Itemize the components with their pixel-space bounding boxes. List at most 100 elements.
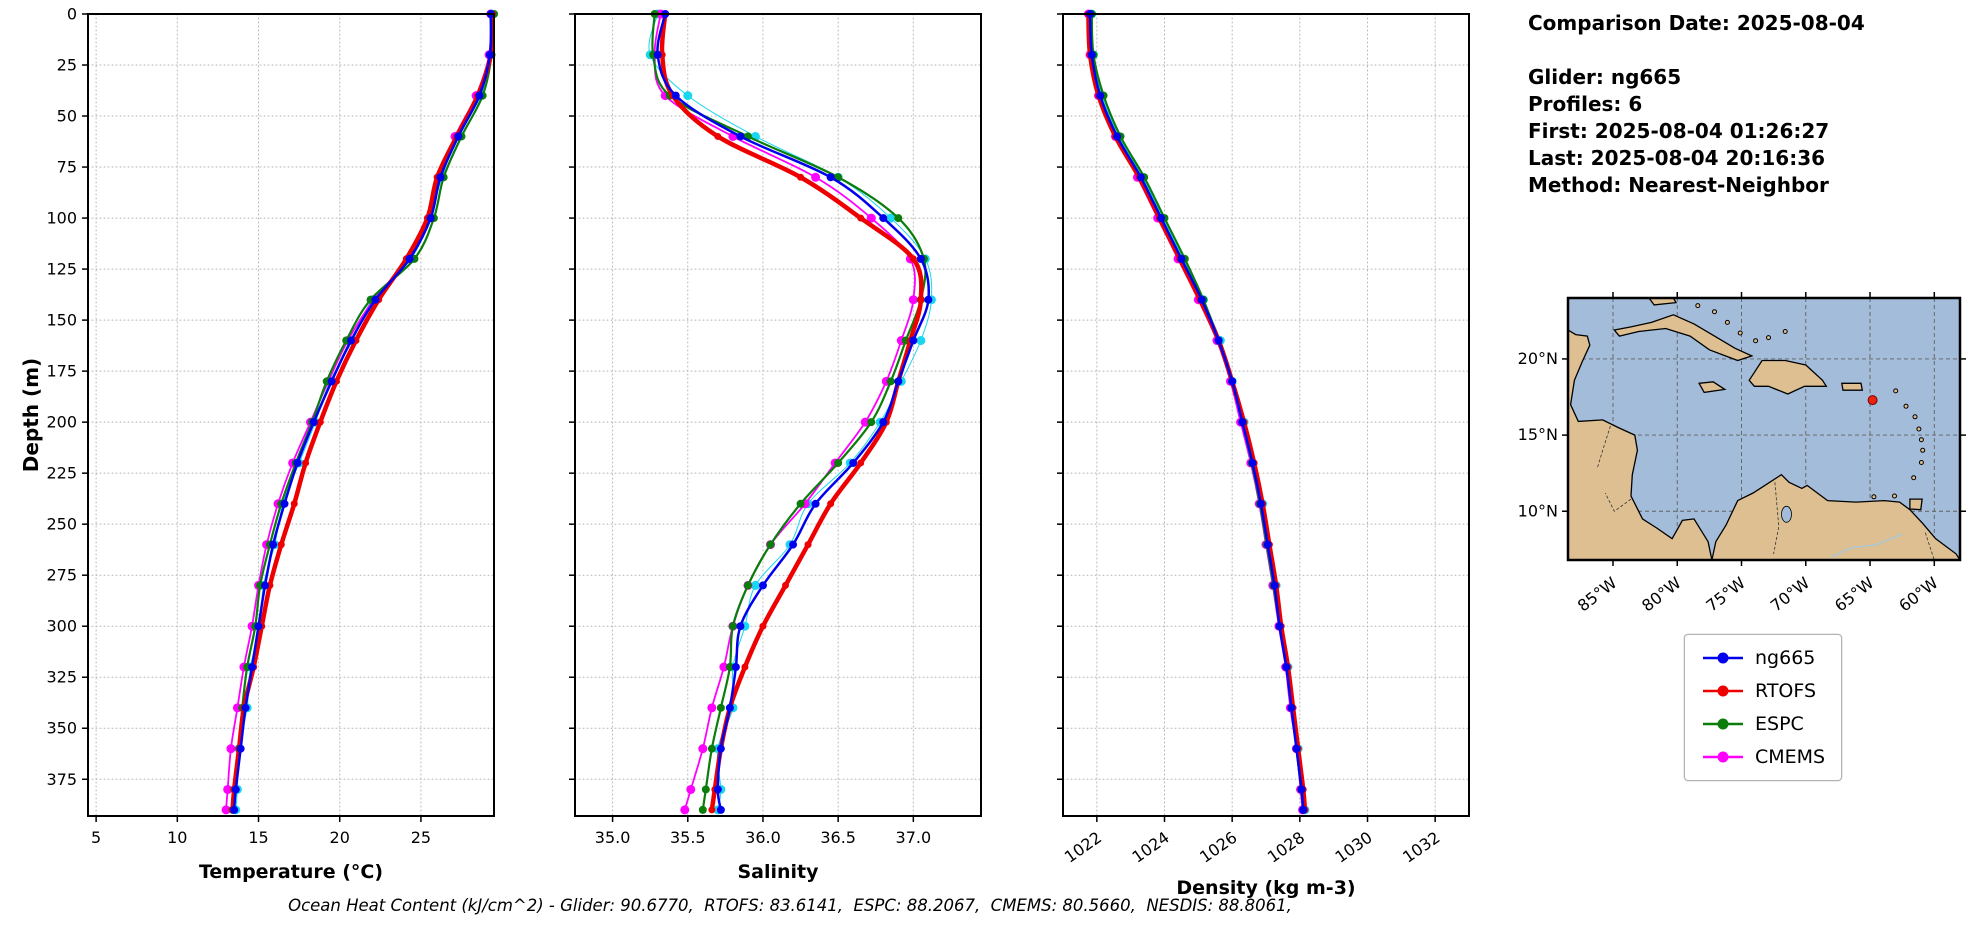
- country-borders: [1597, 425, 1935, 561]
- map-lat-label: 15°N: [1518, 425, 1558, 444]
- grid: [87, 13, 495, 817]
- legend-label: ng665: [1755, 647, 1816, 669]
- map-lon-label: 65°W: [1831, 573, 1878, 615]
- x-tick-label: 1024: [1129, 828, 1173, 867]
- jamaica: [1698, 381, 1727, 394]
- legend-item-cmems: CMEMS: [1701, 746, 1825, 768]
- depth-tick-label: 25: [57, 56, 77, 75]
- series-RTOFS: [229, 10, 496, 814]
- x-tick-label: 1030: [1332, 828, 1376, 867]
- map-lon-label: 70°W: [1767, 573, 1814, 615]
- depth-axis-label: Depth (m): [19, 357, 43, 473]
- trinidad: [1909, 498, 1923, 511]
- south-america: [1711, 473, 1962, 561]
- x-axis-label: Temperature (°C): [199, 861, 383, 883]
- map-lon-label: 80°W: [1638, 573, 1685, 615]
- profile-plots: 5 10 15 20 250255075100125150175200225250275…: [46, 5, 1470, 899]
- location-map: 20°N 15°N 10°N 85°W 80°W 75°W 70°W 65°W 60°W: [1518, 292, 1966, 615]
- series-ng665: [230, 10, 495, 814]
- x-tick-label: 1028: [1264, 828, 1308, 867]
- depth-tick-label: 375: [46, 770, 77, 789]
- axis-ticks: 35.0 35.5 36.0 36.5 37.0: [569, 13, 932, 847]
- depth-tick-label: 200: [46, 413, 77, 432]
- legend-label: RTOFS: [1755, 680, 1817, 702]
- info-panel: Comparison Date: 2025-08-04 Glider: ng66…: [1528, 10, 1865, 199]
- temperature-plot: 5 10 15 20 250255075100125150175200225250275…: [46, 5, 498, 883]
- legend-item-espc: ESPC: [1701, 713, 1825, 735]
- axis-ticks: 5 10 15 20 250255075100125150175200225250275…: [46, 5, 431, 848]
- x-axis-label: Density (kg m-3): [1176, 877, 1355, 899]
- info-line: Method: Nearest-Neighbor: [1528, 173, 1829, 197]
- x-tick-label: 37.0: [896, 828, 932, 847]
- legend-item-rtofs: RTOFS: [1701, 680, 1825, 702]
- series-ng665: [1086, 10, 1308, 814]
- x-tick-label: 36.5: [820, 828, 856, 847]
- plot-frame: [574, 13, 982, 817]
- legend-marker-icon: [1703, 751, 1743, 763]
- small-islands: [1695, 303, 1926, 500]
- depth-tick-label: 75: [57, 158, 77, 177]
- depth-tick-label: 50: [57, 107, 77, 126]
- info-line: Profiles: 6: [1528, 92, 1643, 116]
- cuba: [1613, 314, 1754, 362]
- depth-tick-label: 350: [46, 719, 77, 738]
- series-glider-raw: [231, 9, 497, 815]
- legend-marker-icon: [1703, 718, 1743, 730]
- depth-tick-label: 125: [46, 260, 77, 279]
- depth-tick-label: 275: [46, 566, 77, 585]
- series-RTOFS: [658, 10, 925, 814]
- depth-tick-label: 150: [46, 311, 77, 330]
- depth-tick-label: 0: [67, 5, 77, 24]
- map: 20°N 15°N 10°N 85°W 80°W 75°W 70°W 65°W 60°W: [1518, 292, 1966, 615]
- mainland-central-america: [1567, 328, 1713, 561]
- salinity-plot: 35.0 35.5 36.0 36.5 37.0 Salinity: [569, 9, 982, 883]
- x-tick-label: 35.0: [595, 828, 631, 847]
- grid: [1062, 13, 1470, 817]
- depth-tick-label: 300: [46, 617, 77, 636]
- lake-maracaibo: [1781, 505, 1792, 523]
- depth-tick-label: 250: [46, 515, 77, 534]
- hispaniola: [1748, 359, 1828, 395]
- legend-item-ng665: ng665: [1701, 647, 1825, 669]
- map-lon-label: 75°W: [1702, 573, 1749, 615]
- x-tick-label: 1022: [1061, 828, 1105, 867]
- map-lat-label: 20°N: [1518, 349, 1558, 368]
- x-tick-label: 35.5: [670, 828, 706, 847]
- ohc-footer: Ocean Heat Content (kJ/cm^2) - Glider: 9…: [288, 896, 1292, 915]
- x-tick-label: 15: [248, 828, 268, 847]
- info-line: First: 2025-08-04 01:26:27: [1528, 119, 1830, 143]
- grid: [574, 13, 982, 817]
- info-line: Glider: ng665: [1528, 65, 1682, 89]
- glider-location-marker: [1867, 395, 1878, 406]
- landmasses: [1567, 297, 1962, 561]
- info-line: Last: 2025-08-04 20:16:36: [1528, 146, 1826, 170]
- x-tick-label: 20: [330, 828, 350, 847]
- plot-frame: [87, 13, 495, 817]
- legend-label: CMEMS: [1755, 746, 1826, 768]
- legend-marker-icon: [1703, 652, 1743, 664]
- x-tick-label: 1026: [1196, 828, 1240, 867]
- x-tick-label: 25: [411, 828, 431, 847]
- series-CMEMS: [221, 9, 496, 815]
- x-tick-label: 1032: [1399, 828, 1443, 867]
- legend-marker-icon: [1703, 685, 1743, 697]
- x-axis-label: Salinity: [737, 861, 819, 883]
- depth-tick-label: 175: [46, 362, 77, 381]
- info-line: Comparison Date: 2025-08-04: [1528, 11, 1865, 35]
- map-frame: [1566, 296, 1962, 562]
- map-lon-label: 60°W: [1895, 573, 1942, 615]
- legend-label: ESPC: [1755, 713, 1804, 735]
- legend: ng665 RTOFS ESPC CMEMS: [1684, 634, 1843, 781]
- plot-frame: [1062, 13, 1470, 817]
- series-ESPC: [649, 10, 928, 814]
- density-plot: 1022 1024 1026 1028 1030 1032 Density (kg m-3): [1057, 9, 1470, 899]
- depth-tick-label: 225: [46, 464, 77, 483]
- depth-tick-label: 325: [46, 668, 77, 687]
- x-tick-label: 36.0: [745, 828, 781, 847]
- x-tick-label: 10: [167, 828, 187, 847]
- depth-tick-label: 100: [46, 209, 77, 228]
- x-tick-label: 5: [91, 828, 101, 847]
- map-lat-label: 10°N: [1518, 501, 1558, 520]
- puerto-rico: [1841, 382, 1864, 391]
- map-lon-label: 85°W: [1574, 573, 1621, 615]
